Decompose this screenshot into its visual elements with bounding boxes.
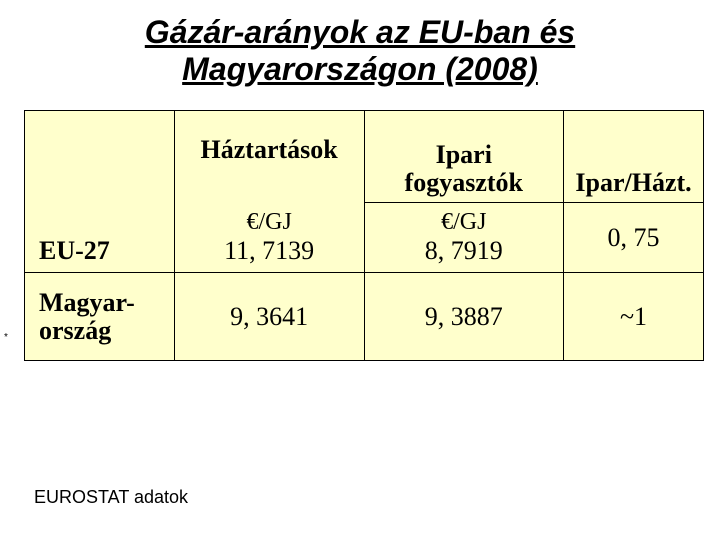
cell-eu27-industrial: €/GJ 8, 7919: [364, 203, 564, 273]
cell-hu-industrial: 9, 3887: [364, 273, 564, 361]
value-eu27-ratio: 0, 75: [572, 223, 695, 253]
header-households: Háztartások: [174, 111, 364, 191]
title-line2: Magyarországon (2008): [182, 51, 538, 87]
cell-eu27-ratio: 0, 75: [564, 203, 704, 273]
page-title: Gázár-arányok az EU-ban és Magyarországo…: [0, 0, 720, 88]
unit-col1: €/GJ: [183, 209, 356, 236]
cell-hu-households: 9, 3641: [174, 273, 364, 361]
value-hu-ratio: ~1: [572, 302, 695, 332]
table-row: Magyar- ország 9, 3641 9, 3887 ~1: [25, 273, 704, 361]
row-label-eu27: EU-27: [25, 203, 175, 273]
header-households-text: Háztartások: [183, 136, 356, 165]
header-ratio: Ipar/Házt.: [564, 111, 704, 203]
cell-eu27-households: €/GJ 11, 7139: [174, 203, 364, 273]
header-industrial: Ipari fogyasztók: [364, 111, 564, 203]
source-note: EUROSTAT adatok: [34, 487, 188, 508]
table-header-row: Háztartások Ipari fogyasztók Ipar/Házt.: [25, 111, 704, 191]
value-eu27-households: 11, 7139: [183, 236, 356, 266]
value-eu27-industrial: 8, 7919: [373, 236, 556, 266]
header-ratio-text: Ipar/Házt.: [572, 169, 695, 198]
unit-col2: €/GJ: [373, 209, 556, 236]
row-label-hungary-line2: ország: [39, 316, 111, 345]
value-hu-industrial: 9, 3887: [373, 302, 556, 332]
title-line1: Gázár-arányok az EU-ban és: [145, 14, 575, 50]
header-industrial-line2: fogyasztók: [405, 168, 523, 197]
row-label-hungary: Magyar- ország: [25, 273, 175, 361]
row-label-eu27-text: EU-27: [33, 236, 166, 266]
header-empty-col1: [174, 191, 364, 203]
header-empty-2: [25, 191, 175, 203]
price-table: Háztartások Ipari fogyasztók Ipar/Házt. …: [24, 110, 704, 361]
header-empty: [25, 111, 175, 191]
row-label-hungary-line1: Magyar-: [39, 288, 135, 317]
value-hu-households: 9, 3641: [183, 302, 356, 332]
footnote-asterisk: *: [4, 332, 8, 343]
header-industrial-line1: Ipari: [436, 140, 492, 169]
cell-hu-ratio: ~1: [564, 273, 704, 361]
table-row: EU-27 €/GJ 11, 7139 €/GJ 8, 7919 0, 75: [25, 203, 704, 273]
